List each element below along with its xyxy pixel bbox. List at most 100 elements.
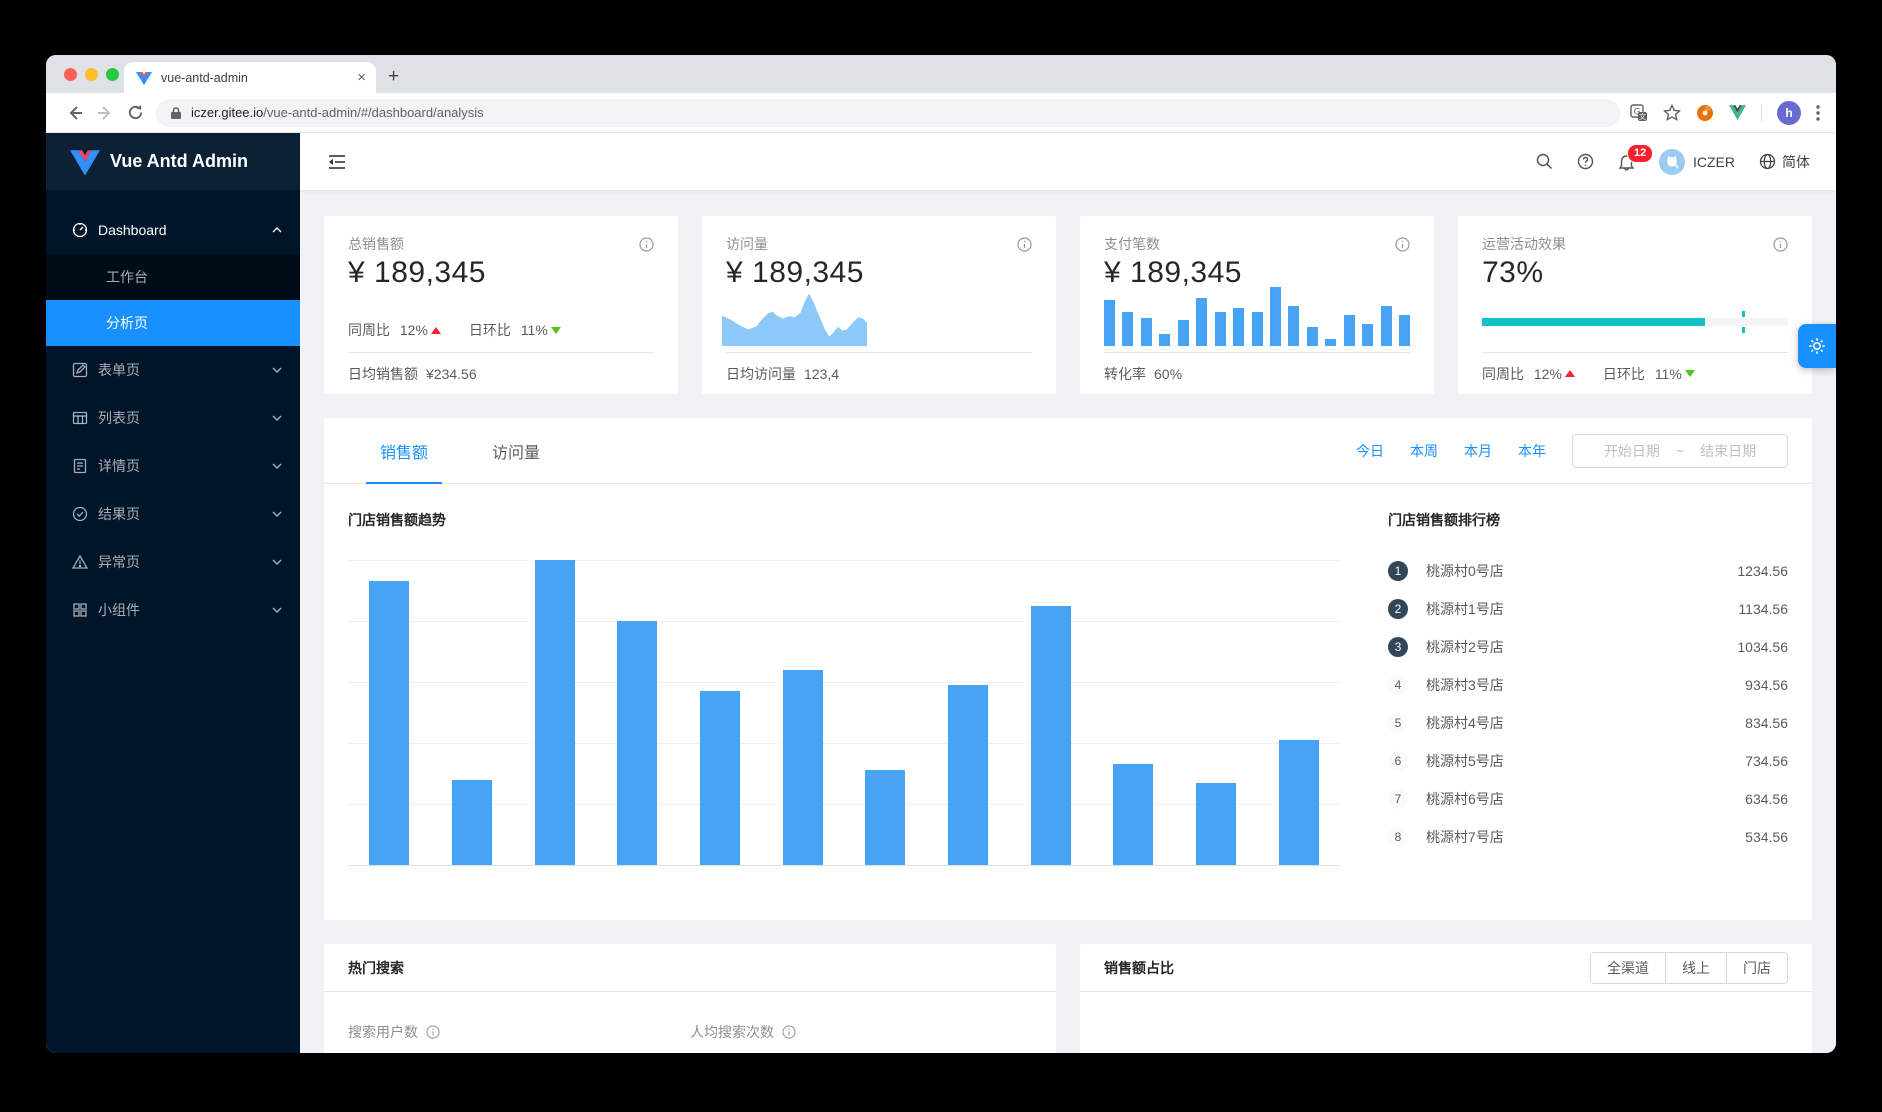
user-menu[interactable]: ICZER <box>1659 148 1735 175</box>
notifications[interactable]: 12 <box>1618 143 1654 171</box>
sidebar-item-form[interactable]: 表单页 <box>46 346 300 394</box>
dashboard-icon <box>72 222 88 238</box>
sales-ratio-card: 销售额占比 全渠道 线上 门店 事例五: 9% <box>1080 944 1812 1053</box>
store-name: 桃源村4号店 <box>1426 715 1504 731</box>
channel-store-option[interactable]: 门店 <box>1726 952 1787 983</box>
range-month-link[interactable]: 本月 <box>1464 442 1492 459</box>
card-title: 运营活动效果 <box>1482 236 1566 252</box>
date-range-picker[interactable]: 开始日期 ~ 结束日期 <box>1572 433 1788 468</box>
card-value: ¥ 189,345 <box>1104 256 1242 289</box>
info-icon[interactable] <box>782 1025 796 1039</box>
gear-icon <box>1809 338 1825 354</box>
trend-panel-body: 门店销售额趋势 <box>324 484 1812 920</box>
store-name: 桃源村3号店 <box>1426 677 1504 693</box>
sidebar: Vue Antd Admin Dashboard 工作台 <box>46 133 300 1053</box>
footer-value: 60% <box>1154 365 1183 382</box>
new-tab-button[interactable]: + <box>388 66 400 87</box>
toolbar-divider <box>1761 103 1762 122</box>
browser-profile-avatar[interactable]: h <box>1777 100 1801 125</box>
maximize-window-button[interactable] <box>106 68 119 81</box>
tab-visits[interactable]: 访问量 <box>492 444 541 462</box>
range-today-link[interactable]: 今日 <box>1356 442 1384 459</box>
info-icon[interactable] <box>1395 236 1410 252</box>
down-arrow-icon <box>1684 370 1695 377</box>
main-area: 12 ICZER 简体 <box>300 133 1836 1053</box>
browser-tab[interactable]: vue-antd-admin × <box>124 62 376 93</box>
sidebar-item-label: 工作台 <box>106 269 148 285</box>
visits-area-chart <box>722 293 867 346</box>
sales-ratio-body: 事例五: 9% <box>1080 992 1812 1053</box>
metric-label: 人均搜索次数 <box>690 1024 774 1040</box>
header-actions: 12 ICZER 简体 <box>1536 143 1810 175</box>
rank-badge: 2 <box>1388 599 1408 619</box>
sidebar-item-result[interactable]: 结果页 <box>46 490 300 538</box>
chevron-down-icon <box>272 463 282 469</box>
minimize-window-button[interactable] <box>85 68 98 81</box>
refresh-icon[interactable] <box>120 98 150 128</box>
channel-online-option[interactable]: 线上 <box>1665 952 1726 983</box>
trend-value: 11% <box>520 322 548 338</box>
sales-trend-panel: 销售额 访问量 今日 本周 本月 本年 开始日期 ~ 结束日期 <box>324 418 1812 920</box>
metric-value: 2.7 <box>690 1051 732 1053</box>
sidebar-item-list[interactable]: 列表页 <box>46 394 300 442</box>
end-date-placeholder: 结束日期 <box>1700 442 1757 459</box>
app-root: Vue Antd Admin Dashboard 工作台 <box>46 133 1836 1053</box>
warning-icon <box>72 554 88 570</box>
info-icon[interactable] <box>1017 236 1032 252</box>
sidebar-item-label: 表单页 <box>98 362 140 378</box>
extension-vue-icon[interactable] <box>1729 105 1746 120</box>
info-icon[interactable] <box>426 1025 440 1039</box>
footer-label: 日均访问量 <box>726 365 796 382</box>
bar <box>534 560 575 865</box>
channel-all-option[interactable]: 全渠道 <box>1591 952 1665 983</box>
app-header: 12 ICZER 简体 <box>300 133 1836 190</box>
language-switcher[interactable]: 简体 <box>1759 152 1810 172</box>
bookmark-star-icon[interactable] <box>1663 103 1681 122</box>
card-value: ¥ 189,345 <box>348 256 486 289</box>
bar <box>699 691 740 865</box>
ranking-row: 1 桃源村0号店 1234.56 <box>1388 552 1788 590</box>
sidebar-item-widgets[interactable]: 小组件 <box>46 586 300 634</box>
appstore-icon <box>72 602 88 618</box>
close-window-button[interactable] <box>64 68 77 81</box>
range-year-link[interactable]: 本年 <box>1518 442 1546 459</box>
sidebar-item-detail[interactable]: 详情页 <box>46 442 300 490</box>
extension-orange-icon[interactable] <box>1696 104 1714 122</box>
store-value: 934.56 <box>1745 677 1788 693</box>
notification-badge: 12 <box>1627 143 1654 163</box>
sidebar-item-exception[interactable]: 异常页 <box>46 538 300 586</box>
trend-label: 同周比 <box>348 322 390 338</box>
help-icon[interactable] <box>1577 153 1594 170</box>
range-week-link[interactable]: 本周 <box>1410 442 1438 459</box>
tab-sales[interactable]: 销售额 <box>365 418 443 484</box>
card-value: ¥ 189,345 <box>726 256 864 289</box>
store-name: 桃源村1号店 <box>1426 601 1504 617</box>
info-icon[interactable] <box>1773 236 1788 252</box>
bar <box>1030 605 1071 865</box>
store-name: 桃源村5号店 <box>1426 753 1504 769</box>
app-logo[interactable]: Vue Antd Admin <box>46 133 300 190</box>
search-icon[interactable] <box>1536 153 1553 170</box>
info-icon[interactable] <box>639 236 654 252</box>
sidebar-item-workplace[interactable]: 工作台 <box>46 254 300 300</box>
card-title: 访问量 <box>726 236 768 252</box>
search-per-user-metric: 人均搜索次数 2.7 71.2 <box>690 1022 1032 1053</box>
url-text: iczer.gitee.io/vue-antd-admin/#/dashboar… <box>191 105 484 120</box>
address-bar[interactable]: iczer.gitee.io/vue-antd-admin/#/dashboar… <box>156 98 1620 127</box>
forward-icon[interactable] <box>90 98 120 128</box>
ranking-row: 2 桃源村1号店 1134.56 <box>1388 590 1788 628</box>
theme-settings-button[interactable] <box>1798 324 1836 368</box>
menu-fold-icon[interactable] <box>328 154 346 170</box>
sidebar-item-analysis[interactable]: 分析页 <box>46 300 300 346</box>
browser-menu-icon[interactable] <box>1816 104 1820 121</box>
sidebar-item-dashboard[interactable]: Dashboard <box>46 206 300 254</box>
tab-close-icon[interactable]: × <box>357 69 366 86</box>
back-icon[interactable] <box>60 98 90 128</box>
card-title: 热门搜索 <box>348 959 404 976</box>
rank-badge: 1 <box>1388 561 1408 581</box>
activity-progress <box>1482 311 1788 352</box>
card-title: 销售额占比 <box>1104 959 1174 976</box>
card-title: 总销售额 <box>348 236 404 252</box>
